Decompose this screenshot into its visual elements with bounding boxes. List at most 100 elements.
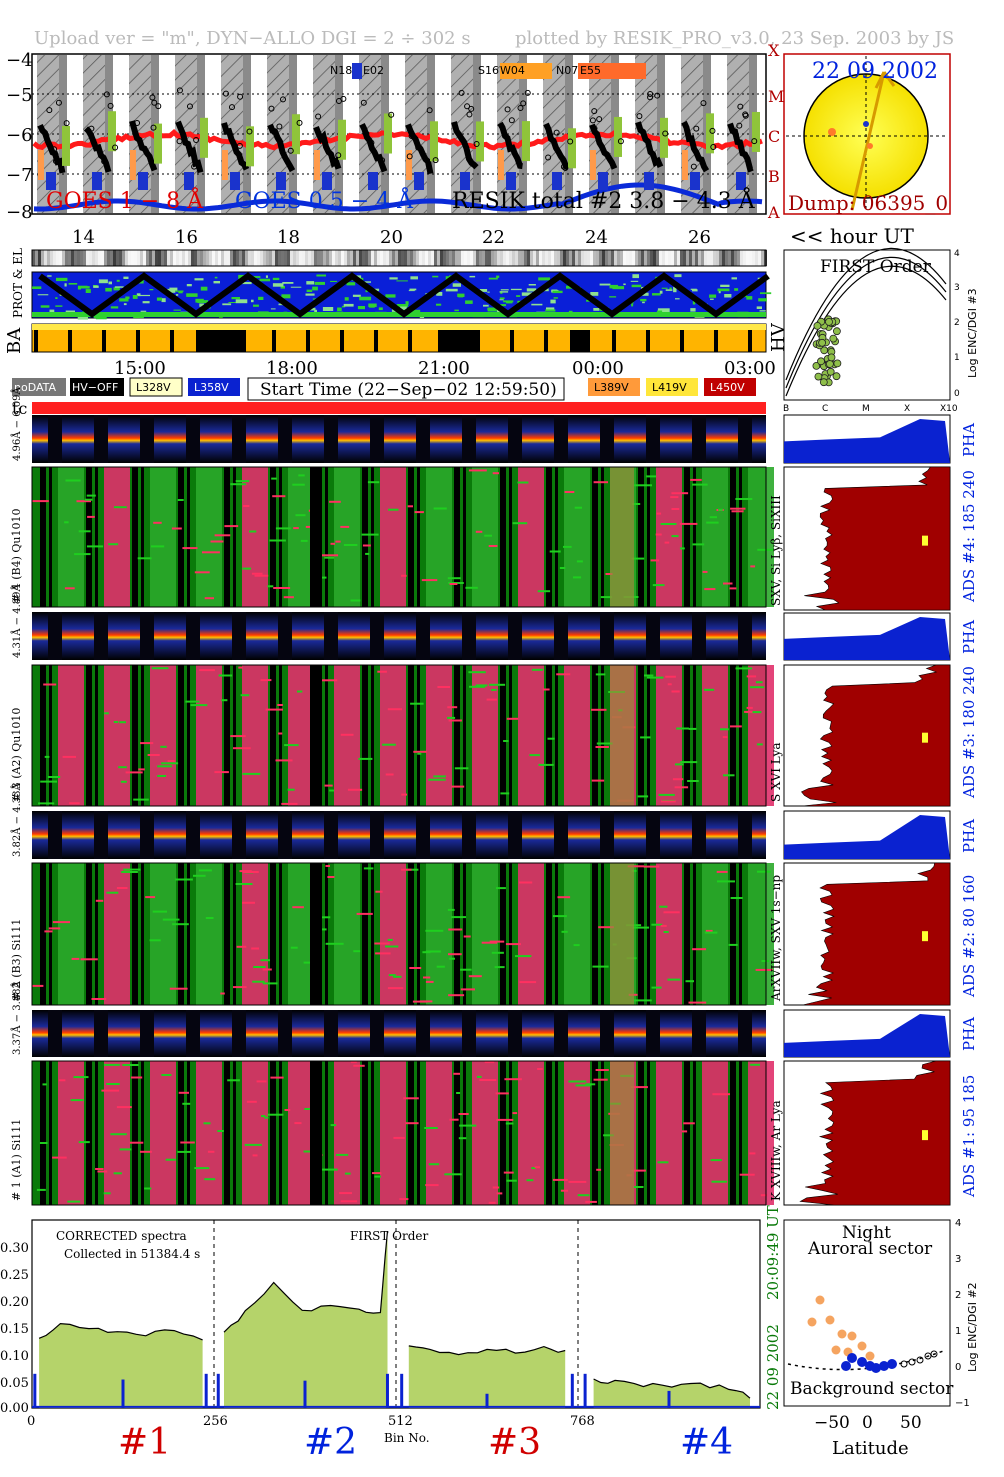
noaa-region: W04 bbox=[500, 64, 525, 77]
barcode-strip bbox=[713, 250, 716, 266]
hvoff-label: HV−OFF bbox=[72, 381, 118, 394]
barcode-strip bbox=[629, 250, 632, 266]
goes-panel: −4 −5 −6 −7 −8 X M C B A N18 E02 S16 W04… bbox=[6, 41, 914, 248]
barcode-strip bbox=[62, 250, 65, 266]
barcode-strip bbox=[191, 250, 194, 266]
pha-label: PHA bbox=[960, 423, 978, 457]
dyn-texture bbox=[632, 926, 650, 929]
active-region-marker bbox=[867, 143, 873, 149]
dyn-texture bbox=[32, 984, 44, 987]
dyn-segment bbox=[104, 863, 130, 1005]
dyn-texture bbox=[448, 994, 465, 997]
particle-spot bbox=[405, 301, 409, 305]
barcode-strip bbox=[506, 250, 509, 266]
hour-tick: 24 bbox=[585, 227, 608, 248]
dyn-texture bbox=[265, 708, 283, 711]
dyn-texture bbox=[86, 494, 96, 497]
barcode-strip bbox=[554, 250, 557, 266]
dyn-texture bbox=[273, 587, 291, 589]
noaa-region: N18 bbox=[330, 64, 352, 77]
dyn-texture bbox=[665, 675, 676, 678]
particle-spot bbox=[710, 298, 714, 300]
pha-gap bbox=[462, 612, 476, 660]
barcode-strip bbox=[56, 250, 59, 266]
noaa-region: E55 bbox=[580, 64, 601, 77]
particle-spot bbox=[369, 306, 375, 308]
dyn-texture bbox=[564, 491, 575, 493]
dyn-texture bbox=[233, 747, 251, 750]
barcode-strip bbox=[308, 250, 311, 266]
header-right: plotted by RESIK_PRO_v3.0, 23 Sep. 2003 … bbox=[515, 28, 954, 49]
lat-ytick: 3 bbox=[955, 1254, 961, 1265]
pha-gap bbox=[738, 612, 752, 660]
particle-spot bbox=[195, 298, 204, 303]
dyn-texture bbox=[757, 548, 773, 551]
dyn-texture bbox=[437, 686, 450, 688]
flux-point bbox=[101, 158, 108, 165]
dyn-gap bbox=[270, 863, 276, 1005]
dyn-texture bbox=[204, 1178, 216, 1181]
particle-spot bbox=[231, 297, 240, 300]
dyn-texture bbox=[330, 1124, 337, 1127]
particle-spot bbox=[690, 308, 696, 312]
flux-point bbox=[335, 152, 342, 159]
dyn-segment bbox=[288, 1061, 314, 1205]
dyn-gap bbox=[178, 665, 184, 806]
particle-spot bbox=[37, 294, 49, 296]
dyn-segment bbox=[380, 467, 406, 607]
particle-spot bbox=[436, 303, 442, 306]
pha-gap bbox=[462, 811, 476, 859]
particle-spot bbox=[500, 304, 506, 307]
flux-segment bbox=[568, 128, 576, 169]
dyn-texture bbox=[489, 940, 505, 943]
dyn-texture bbox=[242, 772, 261, 775]
barcode-strip bbox=[710, 250, 713, 266]
barcode-strip bbox=[734, 250, 737, 266]
barcode-strip bbox=[647, 250, 650, 266]
dyn-texture bbox=[671, 535, 679, 538]
dyn-gap bbox=[693, 1061, 696, 1205]
barcode-strip bbox=[536, 250, 539, 266]
dyn-texture bbox=[284, 1109, 291, 1111]
barcode-strip bbox=[425, 250, 428, 266]
flux-point bbox=[700, 100, 707, 107]
dyn-segment bbox=[518, 1061, 544, 1205]
flux-point bbox=[432, 157, 439, 164]
particle-spot bbox=[718, 290, 721, 294]
dyn-texture bbox=[505, 1122, 514, 1125]
barcode-strip bbox=[752, 250, 755, 266]
barcode-strip bbox=[491, 250, 494, 266]
barcode-strip bbox=[521, 250, 524, 266]
particle-spot bbox=[344, 297, 349, 301]
dyn-texture bbox=[454, 767, 469, 770]
latitude-point-auroral bbox=[831, 1345, 841, 1355]
barcode-strip bbox=[341, 250, 344, 266]
dyn-texture bbox=[705, 929, 713, 932]
barcode-strip bbox=[731, 250, 734, 266]
barcode-strip bbox=[746, 250, 749, 266]
dyn-gap bbox=[371, 1061, 374, 1205]
channel-2: 3.82Å − 4.33Å # 2 (B3) Si111 ArXVIIw, SXV … bbox=[10, 783, 978, 1006]
latitude-point-auroral bbox=[865, 1351, 875, 1361]
dyn-texture bbox=[401, 868, 412, 871]
barcode-strip bbox=[560, 250, 563, 266]
barcode-strip bbox=[44, 250, 47, 266]
particle-spot bbox=[138, 294, 150, 297]
dyn-segment bbox=[748, 665, 774, 806]
particle-spot bbox=[306, 289, 313, 292]
dyn-texture bbox=[681, 1130, 688, 1133]
dyn-segment bbox=[380, 863, 406, 1005]
particle-spot bbox=[186, 293, 198, 297]
dyn-gap bbox=[371, 863, 374, 1005]
dyn-gap bbox=[546, 467, 552, 607]
flux-point bbox=[406, 153, 413, 160]
dyn-texture bbox=[122, 1064, 139, 1066]
dyn-texture bbox=[47, 776, 61, 778]
dyn-texture bbox=[529, 754, 540, 757]
particle-spot bbox=[445, 288, 458, 292]
dyn-texture bbox=[267, 1113, 284, 1116]
dyn-texture bbox=[577, 1194, 590, 1197]
dyn-gap bbox=[132, 863, 138, 1005]
lat-ytick: 0 bbox=[955, 1362, 961, 1373]
hv-off-segment bbox=[136, 324, 140, 352]
